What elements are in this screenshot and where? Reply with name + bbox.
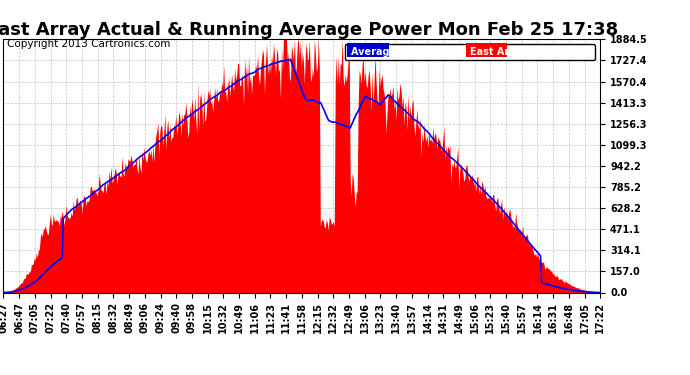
Legend: Average  (DC Watts), East Array  (DC Watts): Average (DC Watts), East Array (DC Watts… [344,44,595,60]
Text: Copyright 2013 Cartronics.com: Copyright 2013 Cartronics.com [7,39,170,50]
Title: East Array Actual & Running Average Power Mon Feb 25 17:38: East Array Actual & Running Average Powe… [0,21,618,39]
